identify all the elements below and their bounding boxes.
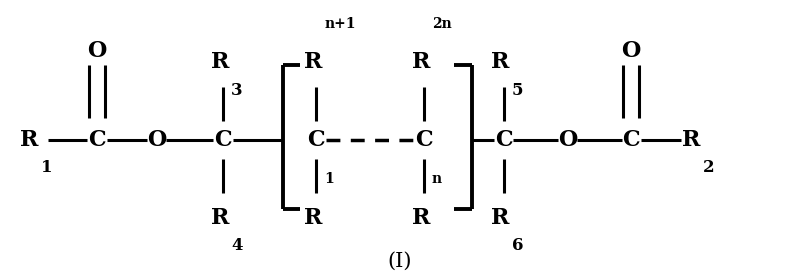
Text: n: n (432, 172, 442, 186)
Text: R: R (304, 207, 322, 229)
Text: R: R (491, 51, 510, 73)
Text: 2n: 2n (432, 17, 452, 31)
Text: 1: 1 (42, 159, 53, 176)
Text: 2: 2 (703, 159, 714, 176)
Text: R: R (20, 129, 38, 151)
Text: 4: 4 (231, 237, 242, 254)
Text: 6: 6 (512, 237, 523, 254)
Text: O: O (558, 129, 577, 151)
Text: R: R (411, 207, 430, 229)
Text: R: R (491, 207, 510, 229)
Text: R: R (210, 207, 229, 229)
Text: C: C (495, 129, 513, 151)
Text: O: O (87, 40, 106, 62)
Text: (I): (I) (388, 251, 412, 270)
Text: O: O (147, 129, 166, 151)
Text: 1: 1 (324, 172, 334, 186)
Text: R: R (682, 129, 700, 151)
Text: R: R (411, 51, 430, 73)
Text: n+1: n+1 (324, 17, 356, 31)
Text: C: C (415, 129, 433, 151)
Text: R: R (210, 51, 229, 73)
Text: C: C (88, 129, 106, 151)
Text: 3: 3 (231, 81, 242, 99)
Text: 5: 5 (512, 81, 523, 99)
Text: O: O (622, 40, 641, 62)
Text: C: C (622, 129, 640, 151)
Text: R: R (304, 51, 322, 73)
Text: C: C (307, 129, 325, 151)
Text: C: C (214, 129, 232, 151)
